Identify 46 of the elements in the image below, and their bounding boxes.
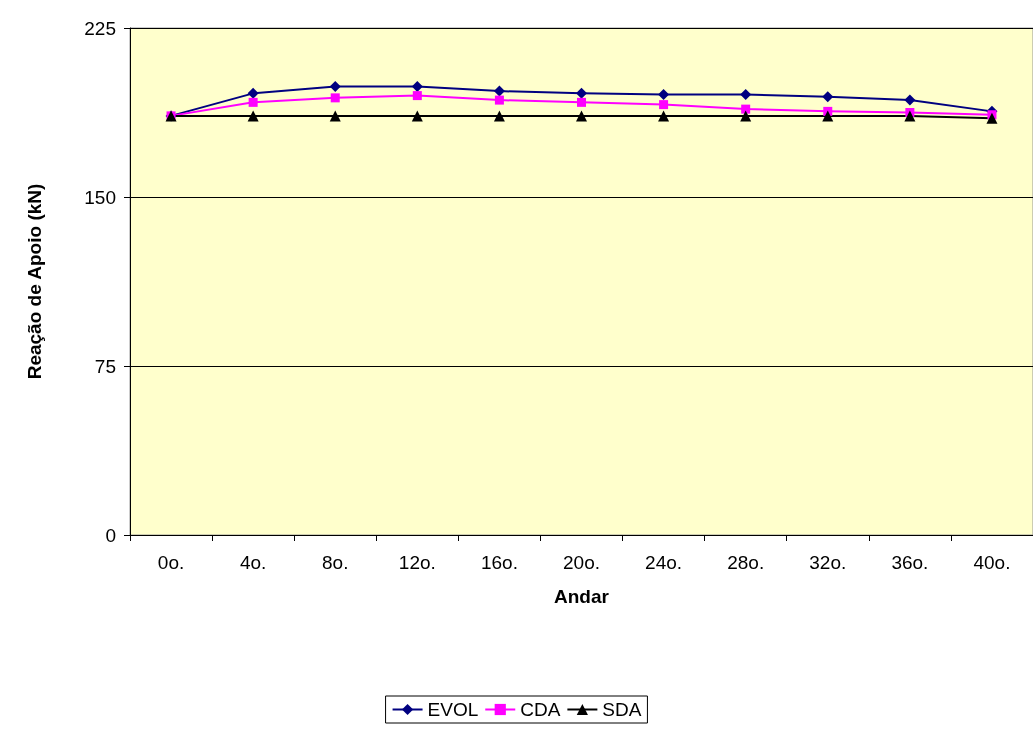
legend-label: SDA — [602, 699, 642, 720]
x-tick-label: 40o. — [973, 552, 1011, 573]
y-tick-label: 225 — [84, 17, 116, 39]
y-tick-label: 75 — [94, 355, 116, 377]
point — [904, 110, 916, 122]
point — [412, 91, 422, 101]
x-tick-label: 28o. — [727, 552, 765, 573]
point — [576, 110, 587, 122]
point — [247, 87, 259, 99]
x-tick-label: 0o. — [157, 552, 185, 573]
point — [986, 112, 998, 124]
point — [904, 94, 916, 106]
x-tick-label: 24o. — [645, 552, 683, 573]
point — [577, 97, 586, 107]
x-tick-label: 8o. — [322, 552, 349, 573]
point — [658, 88, 670, 100]
x-tick-label: 16o. — [480, 552, 518, 573]
point — [493, 85, 505, 97]
point — [330, 93, 340, 103]
point — [248, 97, 258, 107]
x-tick-label: 4o. — [239, 552, 267, 573]
legend-label: CDA — [520, 699, 561, 720]
point — [576, 87, 587, 99]
point — [740, 110, 752, 122]
point — [411, 81, 423, 93]
legend-label: EVOL — [427, 699, 479, 720]
y-axis-title: Reação de Apoio (kN) — [24, 183, 45, 380]
point — [822, 91, 834, 103]
point — [658, 110, 670, 122]
x-axis-title: Andar — [554, 586, 610, 607]
point — [329, 110, 341, 122]
x-tick-label: 32o. — [809, 552, 847, 573]
point — [329, 81, 341, 93]
x-tick-label: 20o. — [563, 552, 600, 573]
point — [740, 88, 752, 100]
point — [822, 110, 834, 122]
point — [494, 95, 504, 105]
point — [247, 110, 259, 122]
y-tick-label: 0 — [105, 524, 116, 546]
y-tick-label: 150 — [84, 186, 116, 208]
point — [659, 100, 669, 110]
x-tick-label: 12o. — [398, 552, 436, 573]
x-tick-label: 36o. — [891, 552, 929, 573]
point — [493, 110, 505, 122]
point — [741, 104, 751, 114]
point — [411, 110, 423, 122]
